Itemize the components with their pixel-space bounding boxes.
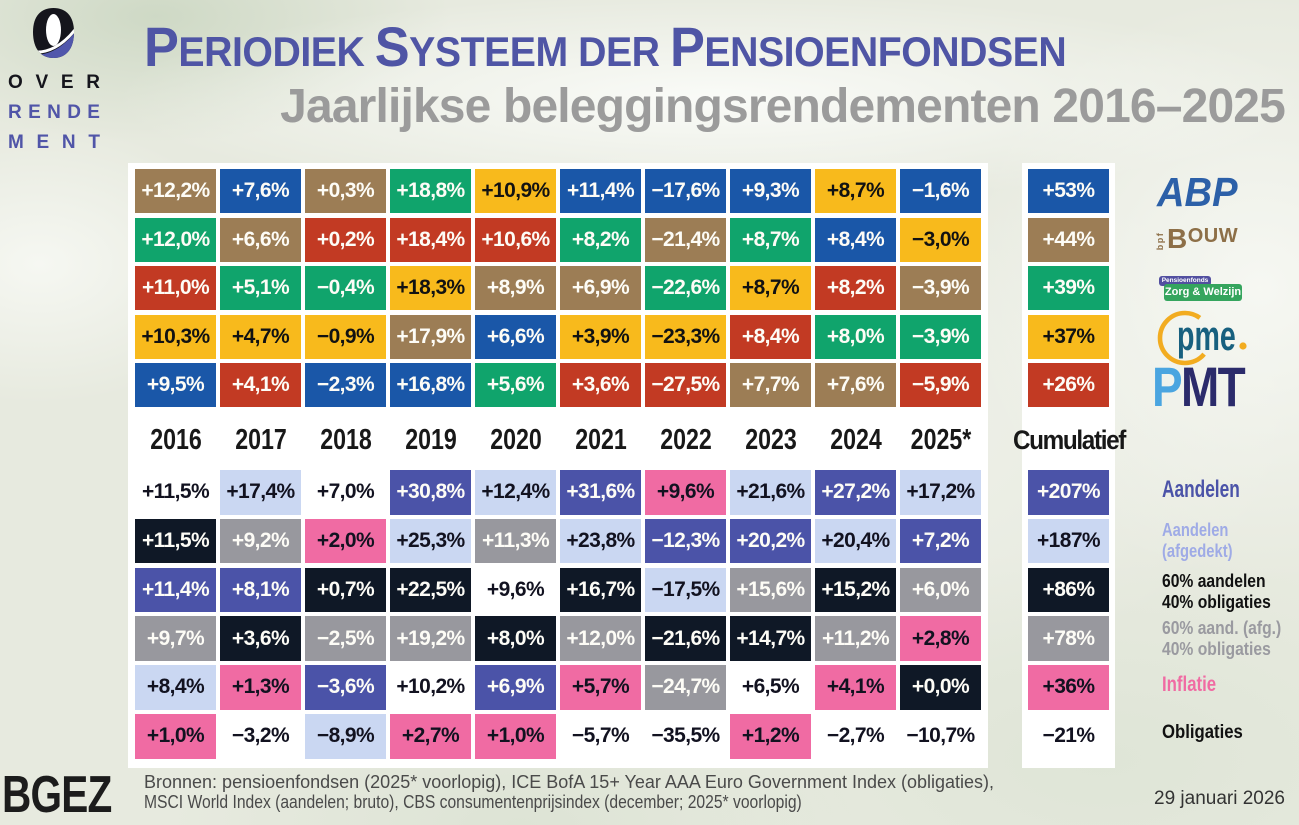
svg-text:pme: pme	[1177, 311, 1236, 359]
